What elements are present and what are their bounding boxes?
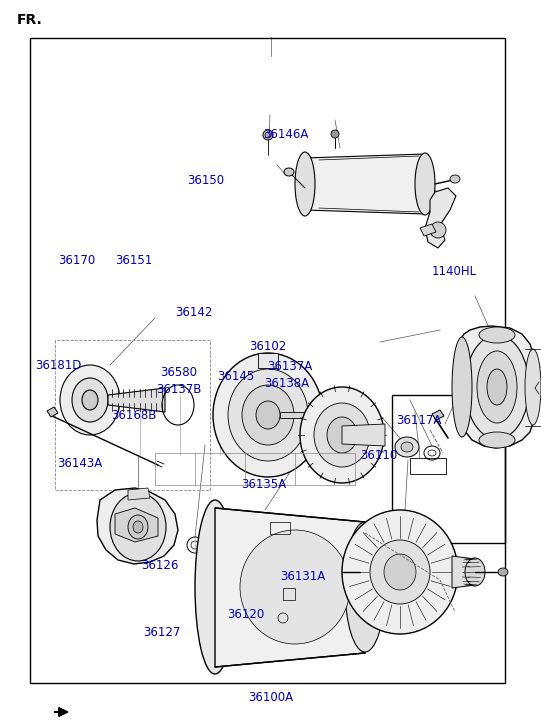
Ellipse shape	[415, 153, 435, 215]
Ellipse shape	[284, 168, 294, 176]
Polygon shape	[452, 556, 475, 588]
Bar	[30, 38, 505, 683]
Ellipse shape	[213, 353, 323, 477]
Ellipse shape	[487, 369, 507, 405]
Ellipse shape	[242, 385, 294, 445]
Ellipse shape	[370, 540, 430, 604]
Text: 36143A: 36143A	[57, 457, 103, 470]
Ellipse shape	[479, 432, 515, 448]
Text: 36145: 36145	[217, 370, 254, 383]
Text: 36170: 36170	[58, 254, 95, 267]
Ellipse shape	[295, 152, 315, 216]
Ellipse shape	[314, 403, 370, 467]
Polygon shape	[432, 410, 444, 420]
Polygon shape	[460, 326, 534, 448]
Ellipse shape	[82, 390, 98, 410]
Ellipse shape	[525, 349, 541, 425]
Text: 36100A: 36100A	[248, 691, 293, 704]
Polygon shape	[97, 488, 178, 564]
Polygon shape	[215, 508, 365, 667]
Ellipse shape	[479, 327, 515, 343]
Bar	[410, 458, 446, 474]
Ellipse shape	[265, 132, 271, 138]
Polygon shape	[108, 388, 165, 412]
Text: 1140HL: 1140HL	[432, 265, 477, 278]
Ellipse shape	[395, 437, 419, 457]
Polygon shape	[342, 424, 385, 446]
Polygon shape	[128, 488, 150, 500]
Ellipse shape	[452, 337, 472, 437]
Ellipse shape	[465, 558, 485, 586]
Polygon shape	[420, 224, 436, 236]
Ellipse shape	[72, 378, 108, 422]
Text: 36110: 36110	[360, 449, 397, 462]
Ellipse shape	[327, 417, 357, 453]
Ellipse shape	[133, 521, 143, 533]
Text: 36137A: 36137A	[267, 360, 312, 373]
Ellipse shape	[110, 493, 166, 561]
Polygon shape	[258, 353, 278, 368]
Text: 36127: 36127	[143, 626, 181, 639]
Ellipse shape	[263, 130, 273, 140]
Text: 36102: 36102	[249, 340, 286, 353]
Ellipse shape	[345, 522, 385, 652]
Ellipse shape	[401, 442, 413, 452]
Text: 36580: 36580	[160, 366, 197, 379]
Ellipse shape	[331, 130, 339, 138]
Ellipse shape	[60, 365, 120, 435]
Ellipse shape	[384, 554, 416, 590]
Text: 36120: 36120	[228, 608, 265, 621]
Bar	[392, 395, 505, 543]
Ellipse shape	[342, 510, 458, 634]
Text: 36135A: 36135A	[241, 478, 287, 491]
Ellipse shape	[300, 387, 384, 483]
Text: FR.: FR.	[17, 13, 43, 28]
Ellipse shape	[465, 335, 529, 439]
Text: 36146A: 36146A	[263, 128, 308, 141]
Ellipse shape	[228, 369, 308, 461]
Text: 36150: 36150	[187, 174, 224, 187]
Ellipse shape	[430, 222, 446, 238]
Ellipse shape	[450, 175, 460, 183]
Polygon shape	[305, 154, 425, 214]
Text: 36181D: 36181D	[35, 359, 81, 372]
Text: 36137B: 36137B	[156, 383, 201, 396]
Bar	[283, 588, 295, 600]
Ellipse shape	[195, 500, 235, 674]
Text: 36131A: 36131A	[280, 570, 326, 583]
Ellipse shape	[256, 401, 280, 429]
Polygon shape	[280, 412, 305, 418]
Text: 36138A: 36138A	[264, 377, 309, 390]
Text: 36117A: 36117A	[397, 414, 442, 427]
Text: 36126: 36126	[141, 559, 179, 572]
Ellipse shape	[498, 568, 508, 576]
Ellipse shape	[240, 530, 350, 644]
Bar	[270, 522, 290, 534]
Text: 36151: 36151	[116, 254, 153, 267]
Polygon shape	[47, 407, 58, 417]
Text: 36142: 36142	[175, 306, 213, 319]
Polygon shape	[425, 188, 456, 248]
Polygon shape	[115, 508, 158, 542]
Ellipse shape	[477, 351, 517, 423]
Ellipse shape	[128, 515, 148, 539]
Text: 36168B: 36168B	[111, 409, 157, 422]
